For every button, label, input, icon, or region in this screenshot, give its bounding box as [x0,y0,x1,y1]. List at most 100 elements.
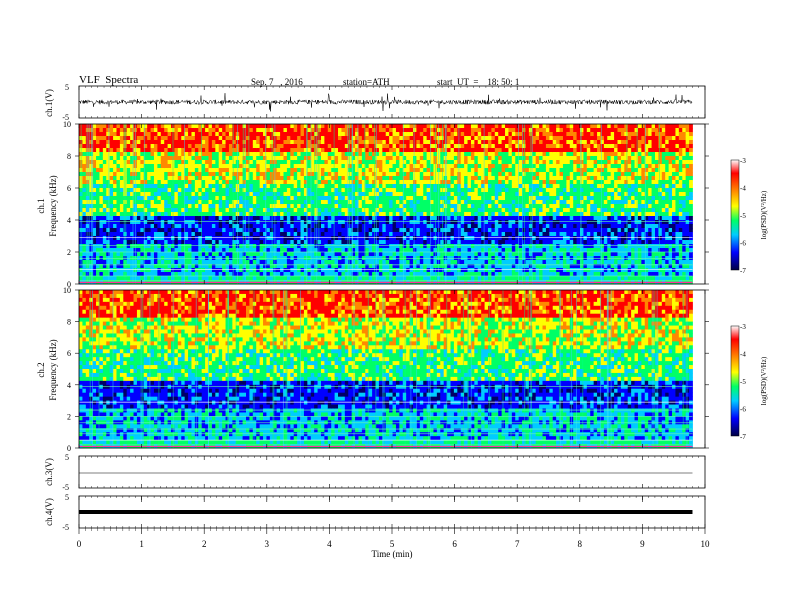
spec-cell [300,264,305,269]
spec-cell [211,168,216,173]
spec-cell [266,160,271,165]
spec-cell [92,152,97,157]
spec-cell [447,248,451,253]
spec-cell [351,164,356,169]
spec-cell [382,204,387,209]
spec-cell [276,216,281,221]
spec-cell [372,188,376,193]
spec-cell [399,180,404,185]
spec-cell [188,144,192,149]
spec-cell [464,264,468,269]
spec-cell [136,252,141,257]
spec-cell [113,200,117,205]
spec-cell [92,236,97,241]
spec-cell [402,128,407,133]
spec-cell [160,188,165,193]
spec-cell [242,228,247,233]
spec-cell [338,216,342,221]
spec-cell [300,132,305,137]
spec-cell [331,232,336,237]
spec-cell [232,152,237,157]
spec-cell [225,172,230,177]
spec-cell [109,168,114,173]
spec-cell [222,232,226,237]
spec-cell [290,176,295,181]
spec-cell [450,228,455,233]
spec-cell [389,216,393,221]
spec-cell [147,180,151,185]
spec-cell [402,240,407,245]
spec-cell [474,244,479,249]
spec-cell [143,164,148,169]
spec-cell [184,220,189,225]
spec-cell [126,180,131,185]
spec-cell [109,240,114,245]
spec-cell [341,184,346,189]
spec-cell [266,272,271,277]
spec-cell [297,204,301,209]
spec-cell [263,220,267,225]
spec-cell [92,128,97,133]
spec-cell [293,148,298,153]
spec-cell [256,220,261,225]
spec-cell [116,132,121,137]
spec-cell [447,264,451,269]
spec-cell [351,224,356,229]
spec-cell [109,156,114,161]
spec-cell [130,208,134,213]
spec-cell [470,236,475,241]
spec-cell [392,260,397,265]
spec-cell [317,136,322,141]
spec-cell [259,124,264,129]
spec-cell [177,152,182,157]
spec-cell [334,184,339,189]
spec-cell [453,144,458,149]
spec-cell [402,228,407,233]
spec-cell [423,244,428,249]
spec-cell [143,276,148,281]
spec-cell [477,156,482,161]
spec-cell [477,232,482,237]
spec-cell [467,140,472,145]
spec-cell [208,160,213,165]
spec-cell [201,124,206,129]
spec-cell [385,240,390,245]
spec-cell [430,168,434,173]
spec-cell [389,156,393,161]
spec-cell [382,268,387,273]
spec-cell [416,228,421,233]
spec-cell [389,176,393,181]
spec-cell [113,144,117,149]
spec-cell [355,208,359,213]
spec-cell [378,164,383,169]
spec-cell [82,188,87,193]
spec-cell [215,228,220,233]
spec-cell [290,228,295,233]
spec-cell [300,160,305,165]
spec-cell [303,132,308,137]
spec-cell [208,172,213,177]
spec-cell [351,260,356,265]
spec-cell [297,248,301,253]
spec-cell [477,240,482,245]
spec-cell [293,244,298,249]
spec-cell [395,208,400,213]
spec-cell [331,184,336,189]
spec-cell [167,156,172,161]
spec-cell [409,240,414,245]
spec-cell [119,196,124,201]
spec-cell [215,172,220,177]
spec-cell [198,216,203,221]
spec-cell [375,268,380,273]
spec-cell [361,152,366,157]
spec-cell [211,248,216,253]
spec-cell [174,264,179,269]
spec-cell [368,260,373,265]
spec-cell [453,148,458,153]
spec-cell [317,232,322,237]
spec-cell [290,152,295,157]
spec-cell [317,204,322,209]
spec-cell [338,172,342,177]
spec-cell [300,164,305,169]
spec-cell [249,168,254,173]
